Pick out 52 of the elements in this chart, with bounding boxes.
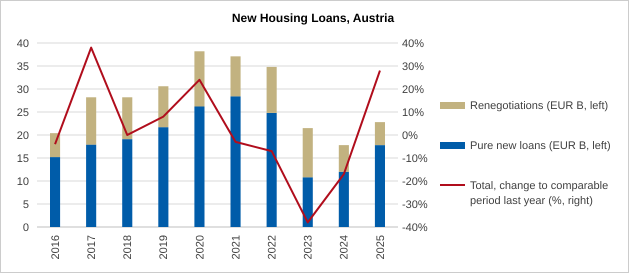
legend-label: Renegotiations (EUR B, left) xyxy=(470,100,608,112)
bar xyxy=(86,144,96,227)
x-tick-label: 2018 xyxy=(122,235,134,260)
x-tick-label: 2022 xyxy=(266,235,278,260)
x-tick-label: 2021 xyxy=(230,235,242,260)
y2-tick-label: -10% xyxy=(402,152,428,165)
bar xyxy=(122,97,132,140)
x-tick-label: 2024 xyxy=(338,235,351,260)
y2-tick-label: -30% xyxy=(402,198,428,211)
y-tick-label: 25 xyxy=(16,106,29,119)
y2-tick-label: 30% xyxy=(402,60,424,73)
bar xyxy=(86,97,96,145)
y2-tick-label: 40% xyxy=(402,38,424,50)
x-tick-label: 2019 xyxy=(158,235,170,260)
bar xyxy=(194,51,205,106)
bar xyxy=(50,157,60,227)
bar xyxy=(302,128,313,178)
line-series xyxy=(54,46,381,224)
bar xyxy=(122,139,132,227)
y-tick-label: 40 xyxy=(16,38,29,50)
bar xyxy=(338,145,349,172)
y2-tick-label: 20% xyxy=(402,84,424,96)
bar xyxy=(230,56,241,96)
bar xyxy=(374,122,386,146)
y2-tick-label: -40% xyxy=(402,222,428,234)
bar xyxy=(374,145,386,227)
x-tick-label: 2025 xyxy=(374,235,387,260)
y2-tick-label: -20% xyxy=(402,176,428,188)
y-tick-label: 20 xyxy=(16,130,29,142)
y-tick-label: 5 xyxy=(22,198,29,211)
bar xyxy=(266,66,277,113)
y2-tick-label: 10% xyxy=(402,106,424,119)
y-tick-label: 10 xyxy=(16,176,29,188)
x-tick-label: 2016 xyxy=(50,235,62,260)
bar xyxy=(302,177,313,227)
bar xyxy=(158,86,168,128)
bar xyxy=(266,112,277,227)
bar xyxy=(230,96,241,227)
legend-label: Pure new loans (EUR B, left) xyxy=(470,140,611,152)
y-tick-label: 30 xyxy=(16,84,29,96)
legend-label: Total, change to comparable period last year (%, right) xyxy=(470,180,608,207)
y2-tick-label: 0% xyxy=(402,130,418,142)
bar xyxy=(194,106,205,227)
y-tick-label: 15 xyxy=(16,152,29,165)
y-tick-label: 35 xyxy=(16,60,29,73)
x-tick-label: 2020 xyxy=(194,235,206,260)
x-tick-label: 2023 xyxy=(302,235,315,260)
bar xyxy=(338,172,349,227)
y-tick-label: 0 xyxy=(22,222,29,234)
chart-title: New Housing Loans, Austria xyxy=(232,11,394,25)
bar xyxy=(158,127,168,227)
x-tick-label: 2017 xyxy=(86,235,98,260)
